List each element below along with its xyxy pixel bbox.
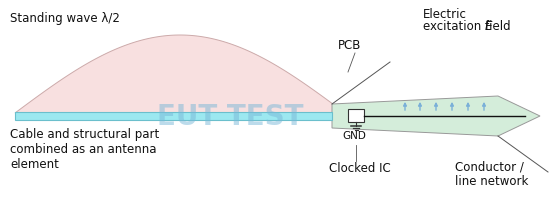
Text: EUT TEST: EUT TEST <box>157 103 303 131</box>
Text: PCB: PCB <box>338 39 361 52</box>
Text: Electric: Electric <box>423 8 467 21</box>
Text: E: E <box>485 20 492 33</box>
Bar <box>348 109 364 122</box>
Text: Clocked IC: Clocked IC <box>329 162 391 175</box>
Text: Conductor /
line network: Conductor / line network <box>455 160 529 188</box>
Text: GND: GND <box>342 131 366 141</box>
Bar <box>15 112 332 120</box>
Text: Cable and structural part
combined as an antenna
element: Cable and structural part combined as an… <box>10 128 159 171</box>
Polygon shape <box>332 96 540 136</box>
Text: Standing wave λ/2: Standing wave λ/2 <box>10 12 120 25</box>
Polygon shape <box>15 35 345 113</box>
Text: excitation field: excitation field <box>423 20 514 33</box>
